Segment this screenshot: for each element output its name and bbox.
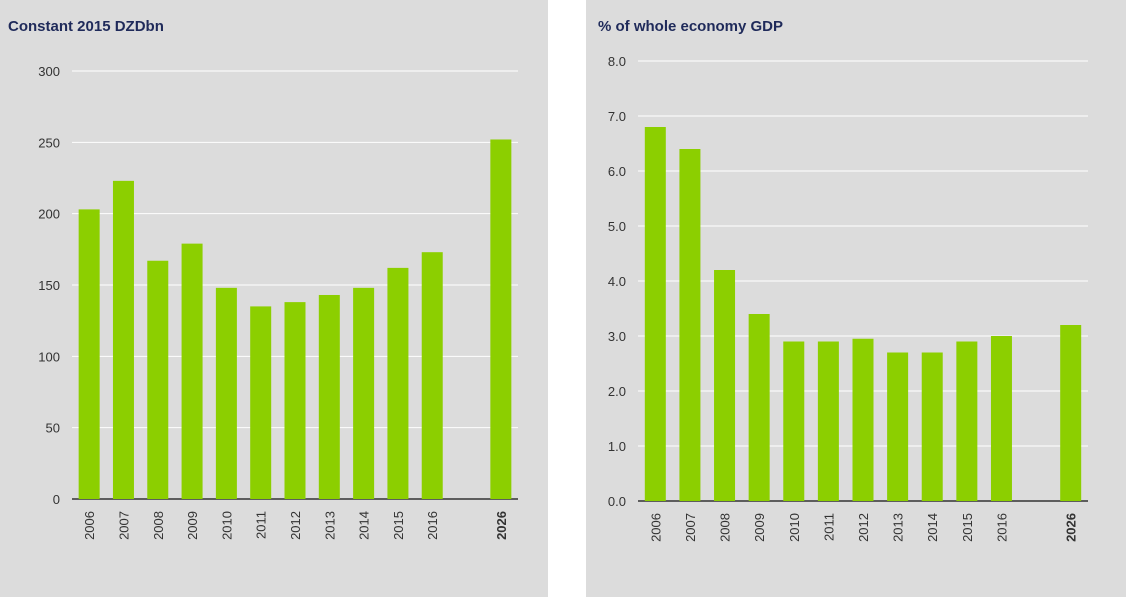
x-tick-label: 2016 — [425, 511, 440, 540]
y-tick-label: 2.0 — [608, 384, 626, 399]
x-tick-label: 2011 — [821, 513, 836, 541]
bar-2007 — [679, 149, 701, 501]
bar-2010 — [215, 287, 237, 499]
x-tick-label: 2015 — [391, 511, 406, 540]
x-tick-label: 2006 — [82, 511, 97, 540]
x-tick-label: 2008 — [718, 513, 733, 542]
y-tick-label: 150 — [38, 278, 60, 293]
x-tick-label: 2007 — [683, 513, 698, 542]
x-tick-label: 2016 — [994, 513, 1009, 542]
y-tick-label: 4.0 — [608, 274, 626, 289]
y-tick-label: 0.0 — [608, 494, 626, 509]
x-tick-label: 2008 — [151, 511, 166, 540]
bar-2026 — [1060, 325, 1082, 501]
y-tick-label: 3.0 — [608, 329, 626, 344]
bar-2012 — [852, 338, 874, 501]
x-tick-label: 2014 — [357, 511, 372, 540]
y-tick-label: 200 — [38, 207, 60, 222]
x-tick-label: 2014 — [925, 513, 940, 542]
x-tick-label: 2010 — [219, 511, 234, 540]
bar-2007 — [112, 180, 134, 499]
x-tick-label: 2026 — [1064, 513, 1079, 542]
x-tick-label: 2012 — [288, 511, 303, 540]
x-tick-label: 2026 — [494, 511, 509, 540]
x-tick-label: 2013 — [322, 511, 337, 540]
bar-2013 — [318, 294, 340, 499]
bar-2011 — [817, 341, 839, 501]
chart-title: Constant 2015 DZDbn — [8, 18, 164, 35]
bar-2015 — [387, 267, 409, 499]
y-tick-label: 7.0 — [608, 109, 626, 124]
bar-2011 — [250, 306, 272, 499]
bar-2008 — [147, 260, 169, 499]
chart-title: % of whole economy GDP — [598, 18, 784, 35]
x-tick-label: 2011 — [254, 511, 269, 539]
bar-2016 — [421, 252, 443, 499]
y-tick-label: 6.0 — [608, 164, 626, 179]
bar-chart-right: 0.0 1.0 2.0 3.0 4.0 5.0 6.0 7.0 8.0 2006 2007 2008 2… — [608, 54, 1088, 542]
bar-2014 — [921, 352, 943, 501]
x-tick-label: 2010 — [787, 513, 802, 542]
y-tick-label: 250 — [38, 135, 60, 150]
x-tick-label: 2015 — [960, 513, 975, 542]
x-tick-label: 2012 — [856, 513, 871, 542]
bar-2026 — [490, 139, 512, 500]
x-tick-label: 2009 — [752, 513, 767, 542]
chart-panel-left: Constant 2015 DZDbn 0 50 100 150 200 250 300 20… — [0, 0, 548, 597]
x-tick-label: 2013 — [891, 513, 906, 542]
bar-2015 — [956, 341, 978, 501]
y-tick-label: 0 — [53, 492, 60, 507]
x-tick-label: 2006 — [648, 513, 663, 542]
y-tick-label: 5.0 — [608, 219, 626, 234]
chart-panel-right: % of whole economy GDP 0.0 1.0 2.0 3.0 4.0 5.… — [586, 0, 1126, 597]
bar-2010 — [783, 341, 805, 501]
bar-2012 — [284, 302, 306, 499]
y-tick-label: 1.0 — [608, 439, 626, 454]
bar-2006 — [644, 127, 666, 501]
bar-2008 — [714, 270, 736, 501]
bar-2009 — [748, 314, 770, 501]
bar-2013 — [887, 352, 909, 501]
bar-2014 — [353, 287, 375, 499]
bar-2006 — [78, 209, 100, 500]
bar-2016 — [990, 336, 1012, 501]
bar-chart-left: 0 50 100 150 200 250 300 2006 2007 2008 2009 2010 20… — [38, 64, 518, 540]
y-tick-label: 300 — [38, 64, 60, 79]
x-tick-label: 2007 — [116, 511, 131, 540]
y-tick-label: 100 — [38, 349, 60, 364]
y-tick-label: 8.0 — [608, 54, 626, 69]
bar-2009 — [181, 243, 203, 499]
y-tick-label: 50 — [46, 421, 60, 436]
x-tick-label: 2009 — [185, 511, 200, 540]
